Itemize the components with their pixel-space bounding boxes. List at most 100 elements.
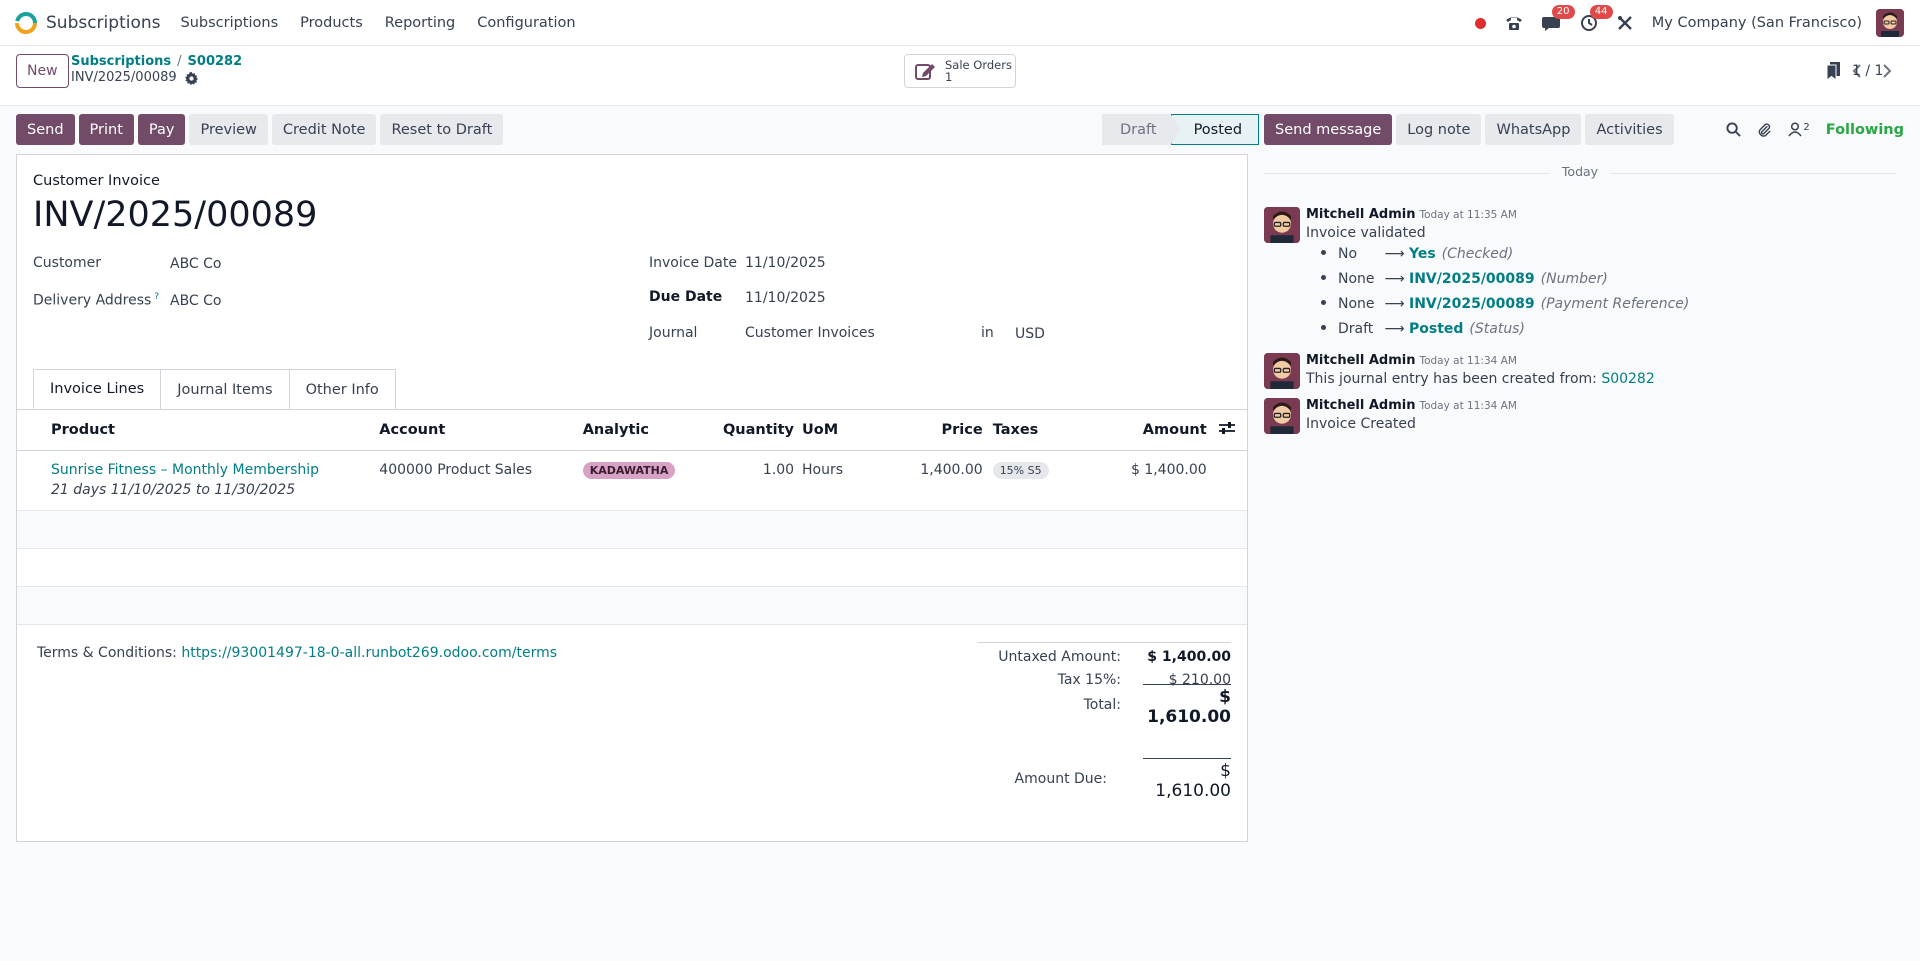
tracking-new-value: Posted <box>1408 321 1464 337</box>
tax-tag[interactable]: 15% S5 <box>992 461 1049 479</box>
message-text: This journal entry has been created from… <box>1306 371 1597 387</box>
invoice-lines-table: Product Account Analytic Quantity UoM Pr… <box>17 410 1247 512</box>
customer-link[interactable]: ABC Co <box>170 256 222 272</box>
user-avatar[interactable] <box>1876 9 1904 37</box>
author-name[interactable]: Mitchell Admin <box>1306 398 1416 413</box>
following-button[interactable]: Following <box>1825 121 1904 138</box>
gear-icon[interactable] <box>184 71 198 85</box>
recording-dot-icon[interactable] <box>1474 17 1486 29</box>
control-panel: New Subscriptions / S00282 INV/2025/00089 … <box>0 46 1920 106</box>
col-product[interactable]: Product <box>17 410 380 451</box>
col-quantity[interactable]: Quantity <box>718 410 803 451</box>
credit-note-button[interactable]: Credit Note <box>271 114 377 145</box>
line-product-name[interactable]: Sunrise Fitness – Monthly Membership <box>51 461 320 478</box>
currency-link[interactable]: USD <box>1015 326 1045 342</box>
journal-label: Journal <box>649 325 698 341</box>
message-body: This journal entry has been created from… <box>1306 371 1655 387</box>
paperclip-icon[interactable] <box>1757 122 1772 138</box>
followers-button[interactable]: 2 <box>1788 122 1810 137</box>
tab-invoice-lines[interactable]: Invoice Lines <box>33 369 162 409</box>
pay-button[interactable]: Pay <box>137 114 186 145</box>
breadcrumb-subscriptions[interactable]: Subscriptions <box>71 54 172 69</box>
pager-previous-icon[interactable] <box>1842 56 1872 86</box>
col-amount[interactable]: Amount <box>1111 410 1207 451</box>
status-posted[interactable]: Posted <box>1170 114 1260 145</box>
activities-button[interactable]: Activities <box>1585 114 1674 145</box>
tracking-new-value: Yes <box>1408 246 1436 262</box>
author-avatar[interactable] <box>1264 398 1300 434</box>
table-row[interactable]: Sunrise Fitness – Monthly Membership 21 … <box>17 450 1247 512</box>
empty-row[interactable] <box>17 586 1247 624</box>
reset-to-draft-button[interactable]: Reset to Draft <box>380 114 504 145</box>
tracking-new-value: INV/2025/00089 <box>1408 296 1535 312</box>
send-button[interactable]: Send <box>16 114 75 145</box>
preview-button[interactable]: Preview <box>189 114 268 145</box>
tools-icon[interactable] <box>1616 14 1634 32</box>
empty-row[interactable] <box>17 548 1247 586</box>
pager-next-icon[interactable] <box>1872 56 1902 86</box>
col-taxes[interactable]: Taxes <box>992 410 1112 451</box>
tracking-field: (Payment Reference) <box>1540 296 1690 312</box>
top-navbar: Subscriptions Subscriptions Products Rep… <box>0 0 1920 46</box>
empty-row[interactable] <box>17 510 1247 548</box>
delivery-address-label: Delivery Address? <box>33 292 159 309</box>
line-quantity[interactable]: 1.00 <box>762 461 795 478</box>
whatsapp-button[interactable]: WhatsApp <box>1485 114 1582 145</box>
menu-configuration[interactable]: Configuration <box>477 14 576 31</box>
line-account[interactable]: 400000 Product Sales <box>379 461 533 478</box>
tracking-value: None ⟶ INV/2025/00089 (Payment Reference) <box>1321 296 1689 312</box>
menu-products[interactable]: Products <box>300 14 363 31</box>
table-header-row: Product Account Analytic Quantity UoM Pr… <box>17 410 1247 451</box>
new-button[interactable]: New <box>16 54 69 88</box>
bullet <box>1321 299 1326 305</box>
activities-count-badge: 44 <box>1589 5 1613 19</box>
status-bar: Draft Posted <box>1102 114 1260 145</box>
author-avatar[interactable] <box>1264 207 1300 243</box>
messages-icon[interactable]: 20 <box>1541 5 1575 32</box>
journal-value[interactable]: Customer Invoices <box>745 325 875 341</box>
status-draft[interactable]: Draft <box>1102 114 1181 145</box>
log-note-button[interactable]: Log note <box>1396 114 1482 145</box>
delivery-address-link[interactable]: ABC Co <box>170 293 222 309</box>
terms-and-conditions: Terms & Conditions: https://93001497-18-… <box>37 645 557 661</box>
line-price[interactable]: 1,400.00 <box>920 461 983 478</box>
search-icon[interactable] <box>1726 122 1742 137</box>
activities-clock-icon[interactable]: 44 <box>1580 5 1613 32</box>
send-message-button[interactable]: Send message <box>1264 114 1393 145</box>
due-date-value[interactable]: 11/10/2025 <box>745 290 826 306</box>
col-uom[interactable]: UoM <box>802 410 896 451</box>
analytic-tag[interactable]: KADAWATHA <box>582 461 676 479</box>
terms-link[interactable]: https://93001497-18-0-all.runbot269.odoo… <box>181 645 558 661</box>
line-uom[interactable]: Hours <box>802 461 844 478</box>
breadcrumb-order[interactable]: S00282 <box>187 54 243 69</box>
app-name[interactable]: Subscriptions <box>46 12 161 33</box>
untaxed-label: Untaxed Amount: <box>998 648 1121 665</box>
sale-orders-smart-button[interactable]: Sale Orders 1 <box>904 54 1016 88</box>
tab-divider <box>17 409 1247 410</box>
optional-columns-toggle[interactable] <box>1206 410 1247 451</box>
smart-button-count: 1 <box>945 70 953 84</box>
bookmark-icon[interactable] <box>1826 62 1842 80</box>
col-analytic[interactable]: Analytic <box>582 410 719 451</box>
menu-reporting[interactable]: Reporting <box>384 14 456 31</box>
user-icon <box>1788 122 1802 137</box>
col-price[interactable]: Price <box>895 410 993 451</box>
col-account[interactable]: Account <box>379 410 583 451</box>
help-tooltip-icon[interactable]: ? <box>154 292 160 302</box>
phone-icon[interactable] <box>1504 14 1524 32</box>
bullet <box>1321 324 1326 330</box>
tab-journal-items[interactable]: Journal Items <box>160 369 290 409</box>
company-switcher[interactable]: My Company (San Francisco) <box>1651 15 1862 31</box>
pager-value[interactable]: 1 / 1 <box>1852 63 1884 79</box>
author-avatar[interactable] <box>1264 353 1300 389</box>
sliders-icon[interactable] <box>1218 421 1235 435</box>
tab-other-info[interactable]: Other Info <box>288 369 396 409</box>
app-logo-icon[interactable] <box>14 11 38 35</box>
print-button[interactable]: Print <box>78 114 134 145</box>
menu-subscriptions[interactable]: Subscriptions <box>180 14 279 31</box>
author-name[interactable]: Mitchell Admin <box>1306 207 1416 222</box>
edit-icon <box>915 64 935 80</box>
invoice-date-value[interactable]: 11/10/2025 <box>745 255 826 271</box>
author-name[interactable]: Mitchell Admin <box>1306 353 1416 368</box>
source-order-link[interactable]: S00282 <box>1601 371 1655 387</box>
